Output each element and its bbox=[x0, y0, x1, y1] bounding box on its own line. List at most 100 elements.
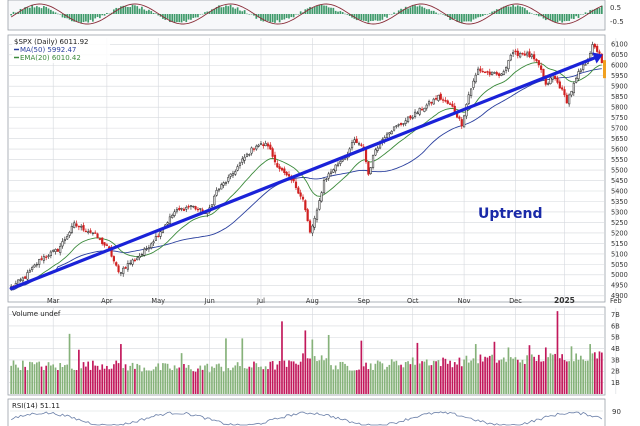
macd-tick-label: -0.5 bbox=[610, 18, 624, 26]
candle bbox=[82, 222, 85, 232]
macd-histogram-bar bbox=[38, 7, 41, 14]
macd-histogram-bar bbox=[22, 9, 24, 14]
legend-ma50: MA(50) 5992.47 bbox=[20, 46, 76, 54]
candle bbox=[467, 91, 470, 105]
macd-histogram-bar bbox=[61, 14, 64, 18]
macd-histogram-bar bbox=[267, 14, 269, 21]
month-tick-label: Mar bbox=[47, 297, 60, 305]
macd-histogram-bar bbox=[474, 14, 477, 19]
volume-bar bbox=[150, 370, 153, 394]
volume-bar bbox=[262, 369, 265, 394]
candle-body bbox=[460, 119, 463, 127]
candle-body bbox=[427, 101, 431, 105]
volume-bar bbox=[512, 358, 514, 394]
macd-histogram-bar bbox=[164, 14, 167, 20]
volume-bar bbox=[101, 364, 104, 394]
volume-bar bbox=[78, 349, 80, 394]
candle bbox=[138, 253, 141, 261]
macd-histogram-bar bbox=[185, 14, 188, 23]
candle bbox=[385, 131, 389, 139]
candle bbox=[59, 242, 62, 256]
macd-histogram-bar bbox=[414, 5, 416, 14]
candle bbox=[460, 117, 463, 130]
candle bbox=[502, 69, 505, 76]
candle-body bbox=[87, 231, 90, 234]
candle bbox=[187, 204, 190, 210]
volume-bar bbox=[409, 364, 412, 394]
candle bbox=[357, 141, 361, 147]
uptrend-line bbox=[9, 55, 599, 291]
volume-label: Volume undef bbox=[12, 310, 61, 318]
macd-histogram-bar bbox=[547, 14, 549, 20]
volume-bar bbox=[579, 355, 582, 394]
volume-bar bbox=[325, 358, 328, 394]
volume-bar bbox=[593, 352, 596, 394]
macd-histogram-bar bbox=[509, 6, 512, 14]
macd-histogram-bar bbox=[239, 10, 241, 14]
candle-body bbox=[276, 163, 279, 168]
macd-histogram-bar bbox=[423, 7, 426, 14]
volume-bar bbox=[521, 359, 524, 394]
volume-bar bbox=[103, 368, 106, 394]
volume-bar bbox=[533, 356, 535, 394]
volume-bar bbox=[453, 362, 456, 394]
macd-histogram-bar bbox=[178, 14, 181, 23]
candle bbox=[411, 115, 414, 120]
candle-body bbox=[526, 52, 529, 56]
candle-body bbox=[49, 251, 52, 256]
volume-bar bbox=[92, 360, 94, 394]
volume-bar bbox=[416, 342, 419, 394]
volume-bar bbox=[486, 357, 489, 394]
candle-body bbox=[182, 208, 186, 211]
candle bbox=[420, 106, 424, 111]
candle-body bbox=[512, 52, 515, 55]
macd-histogram-bar bbox=[92, 14, 94, 22]
macd-histogram-bar bbox=[187, 14, 190, 20]
candle-body bbox=[17, 279, 20, 285]
candle bbox=[194, 205, 197, 211]
candle bbox=[593, 42, 596, 50]
candle-body bbox=[413, 111, 417, 117]
candle bbox=[280, 166, 284, 172]
macd-histogram-bar bbox=[323, 5, 325, 14]
macd-histogram-bar bbox=[262, 14, 265, 22]
candle-body bbox=[236, 166, 239, 171]
candle bbox=[535, 58, 538, 63]
macd-histogram-bar bbox=[227, 6, 230, 14]
candle-body bbox=[210, 204, 214, 207]
macd-histogram-bar bbox=[26, 7, 29, 14]
candle bbox=[294, 178, 298, 190]
macd-histogram-bar bbox=[516, 5, 519, 14]
macd-histogram-bar bbox=[584, 12, 587, 14]
candle-body bbox=[194, 206, 197, 210]
volume-bar bbox=[598, 351, 601, 394]
volume-bar bbox=[439, 366, 442, 394]
volume-bar bbox=[304, 330, 307, 394]
month-tick-label: May bbox=[151, 297, 165, 305]
candle-body bbox=[533, 54, 536, 60]
macd-histogram-bar bbox=[36, 6, 38, 14]
volume-bar bbox=[57, 370, 59, 394]
candle-body bbox=[411, 117, 414, 119]
candle-body bbox=[491, 71, 494, 76]
candle bbox=[367, 161, 370, 176]
macd-histogram-bar bbox=[439, 13, 442, 15]
candle-body bbox=[173, 211, 176, 216]
candle-body bbox=[568, 94, 571, 105]
candle bbox=[311, 224, 314, 237]
volume-bar bbox=[584, 360, 587, 394]
macd-histogram-bar bbox=[206, 11, 209, 14]
volume-bar bbox=[369, 363, 372, 394]
month-tick-label: Nov bbox=[458, 297, 471, 305]
candle-body bbox=[238, 162, 242, 166]
candle bbox=[462, 114, 466, 128]
price-tick-label: 6050 bbox=[611, 51, 628, 59]
macd-histogram-bar bbox=[290, 14, 293, 18]
volume-bar bbox=[131, 362, 134, 394]
candle-body bbox=[318, 200, 321, 210]
volume-bar bbox=[318, 360, 321, 394]
candle bbox=[512, 49, 515, 58]
volume-bar bbox=[346, 365, 349, 394]
candle bbox=[509, 53, 512, 62]
volume-bar bbox=[152, 369, 155, 394]
